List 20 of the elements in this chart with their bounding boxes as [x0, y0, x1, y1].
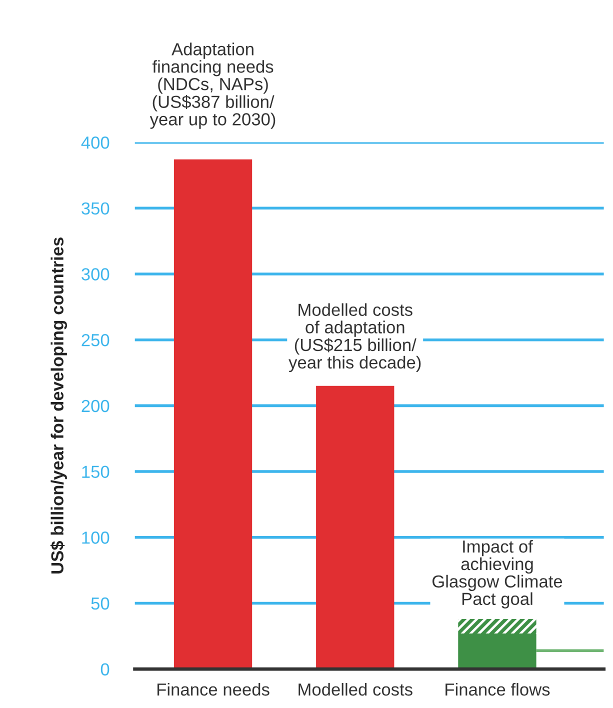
y-tick-label: 100 [82, 532, 110, 544]
x-tick-label: Finance needs [158, 682, 270, 696]
y-tick-label: 300 [82, 268, 110, 280]
annotation: Adaptation financing needs (NDCs, NAPs) (US$387 billion/ year up to 2030) [150, 42, 276, 129]
y-axis-title: US$ billion/year for developing countries [50, 238, 68, 574]
bar [458, 634, 536, 670]
y-tick-label: 0 [100, 663, 110, 676]
y-tick-label: 400 [81, 136, 110, 149]
y-tick-label: 50 [91, 597, 110, 610]
y-tick-label: 250 [82, 334, 110, 346]
bar [174, 159, 252, 670]
y-tick-label: 150 [82, 466, 110, 478]
y-tick-label: 200 [82, 400, 110, 412]
x-tick-label: Finance flows [446, 682, 550, 696]
bar [458, 619, 536, 634]
x-tick-label: Modelled costs [298, 682, 412, 696]
series-label: Impact of achieving Glasgow Climate Pact goal [432, 540, 562, 608]
bar [316, 386, 394, 670]
annotation: Modelled costs of adaptation (US$215 billion/ year this decade) [288, 303, 421, 372]
y-tick-label: 350 [82, 202, 110, 215]
